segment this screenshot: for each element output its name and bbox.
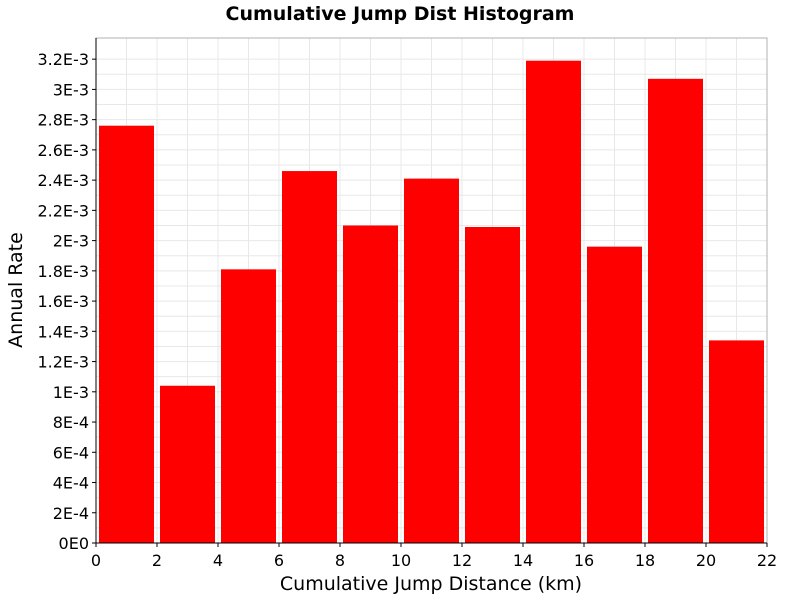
- x-tick-label: 20: [696, 551, 716, 570]
- histogram-bar: [221, 269, 276, 543]
- x-tick-label: 12: [452, 551, 472, 570]
- y-tick-label: 2E-3: [53, 232, 89, 251]
- x-axis-label: Cumulative Jump Distance (km): [280, 573, 582, 595]
- y-tick-label: 3E-3: [53, 80, 89, 99]
- y-axis-label: Annual Rate: [5, 232, 27, 348]
- x-tick-label: 22: [757, 551, 777, 570]
- y-tick-label: 1.2E-3: [37, 353, 89, 372]
- y-tick-label: 4E-4: [53, 474, 89, 493]
- histogram-bar: [282, 171, 337, 543]
- x-axis-ticks: 0 2 4 6 8 10 12 14 16 18 20 22: [91, 543, 777, 570]
- histogram-bar: [404, 178, 459, 543]
- y-tick-label: 2.6E-3: [37, 141, 89, 160]
- histogram-bar: [99, 125, 154, 543]
- x-tick-label: 6: [274, 551, 284, 570]
- x-tick-label: 18: [635, 551, 655, 570]
- histogram-bar: [160, 385, 215, 543]
- x-tick-label: 16: [574, 551, 594, 570]
- bars: [99, 60, 764, 544]
- x-tick-label: 2: [152, 551, 162, 570]
- y-tick-label: 8E-4: [53, 413, 89, 432]
- y-tick-label: 2.4E-3: [37, 171, 89, 190]
- x-tick-label: 10: [391, 551, 411, 570]
- y-tick-label: 6E-4: [53, 443, 89, 462]
- y-axis-ticks: 0E0 2E-4 4E-4 6E-4 8E-4 1E-3 1.2E-3 1.4E-3 1.6E-…: [37, 50, 96, 553]
- histogram-bar: [526, 60, 581, 544]
- x-tick-label: 8: [335, 551, 345, 570]
- y-tick-label: 3.2E-3: [37, 50, 89, 69]
- y-tick-label: 1.8E-3: [37, 262, 89, 281]
- chart-title: Cumulative Jump Dist Histogram: [226, 3, 575, 25]
- histogram-bar: [587, 246, 642, 543]
- x-tick-label: 14: [513, 551, 533, 570]
- y-tick-label: 2E-4: [53, 504, 89, 523]
- y-tick-label: 2.8E-3: [37, 111, 89, 130]
- y-tick-label: 2.2E-3: [37, 201, 89, 220]
- y-tick-label: 1.4E-3: [37, 322, 89, 341]
- y-tick-label: 0E0: [59, 534, 89, 553]
- histogram-bar: [343, 225, 398, 543]
- histogram-bar: [709, 340, 764, 543]
- histogram-bar: [465, 226, 520, 543]
- histogram-bar: [648, 78, 703, 543]
- axes: [95, 37, 768, 544]
- y-tick-label: 1.6E-3: [37, 292, 89, 311]
- x-tick-label: 4: [213, 551, 223, 570]
- y-tick-label: 1E-3: [53, 383, 89, 402]
- x-tick-label: 0: [91, 551, 101, 570]
